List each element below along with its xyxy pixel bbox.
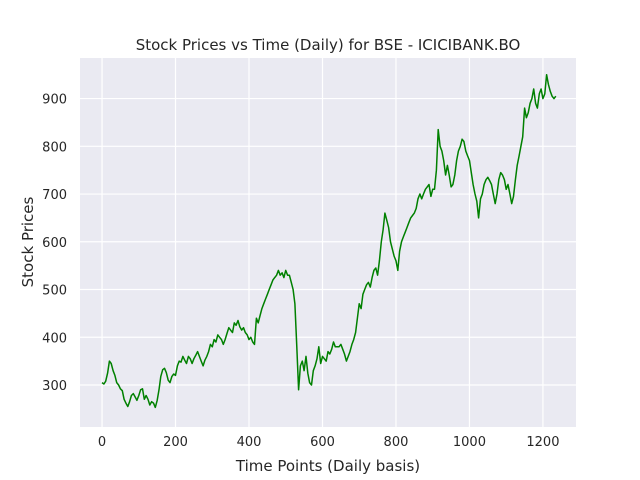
plot-area [80,58,576,427]
y-tick-label: 300 [42,379,67,394]
x-tick-label: 1200 [526,435,559,450]
grid-lines [80,58,576,427]
price-line [101,73,557,409]
y-tick-label: 700 [42,188,67,203]
x-tick-label: 0 [98,435,106,450]
y-tick-label: 400 [42,331,67,346]
y-tick-label: 800 [42,140,67,155]
x-tick-label: 200 [163,435,188,450]
y-tick-label: 900 [42,93,67,108]
x-tick-label: 800 [384,435,409,450]
x-axis-label: Time Points (Daily basis) [235,457,420,475]
y-axis-label: Stock Prices [19,196,37,287]
x-tick-label: 600 [310,435,335,450]
x-tick-label: 1000 [453,435,486,450]
x-axis-ticks: 0 200 400 600 800 1000 1200 [98,435,560,450]
y-axis-ticks: 300 400 500 600 700 800 900 [42,93,67,394]
y-tick-label: 600 [42,236,67,251]
y-tick-label: 500 [42,284,67,299]
chart-title: Stock Prices vs Time (Daily) for BSE - I… [136,36,521,54]
x-tick-label: 400 [237,435,262,450]
